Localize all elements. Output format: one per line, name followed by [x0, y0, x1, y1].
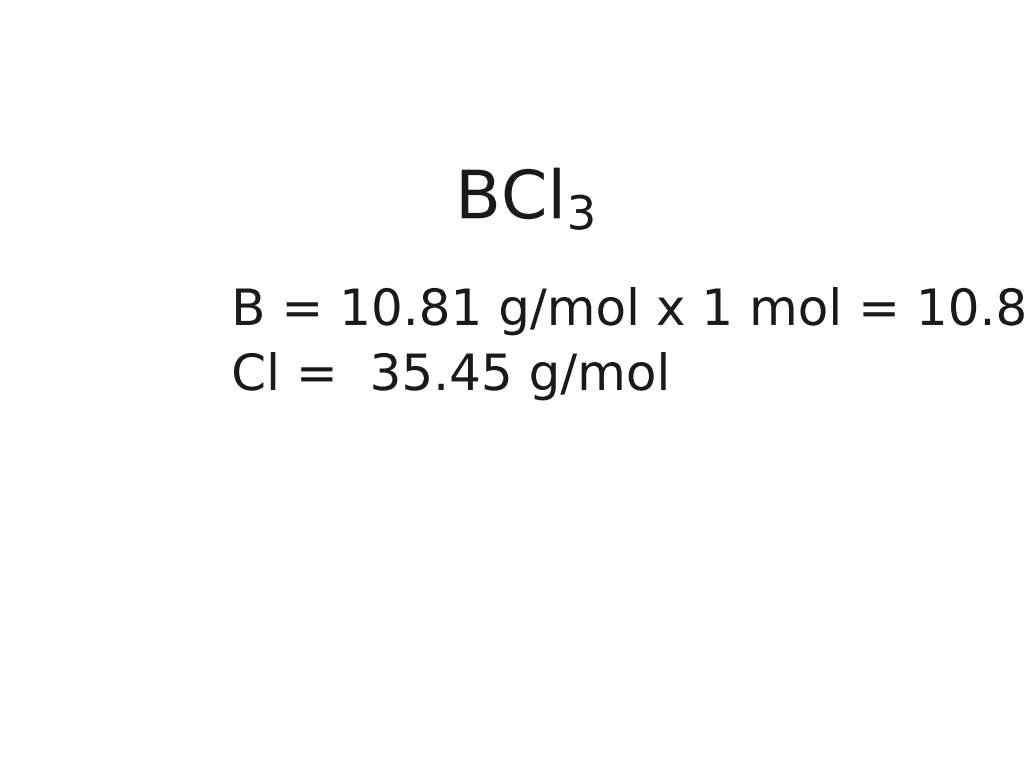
Text: B = 10.81 g/mol x 1 mol = 10.81: B = 10.81 g/mol x 1 mol = 10.81 [231, 287, 1024, 335]
Text: Cl =  35.45 g/mol: Cl = 35.45 g/mol [231, 352, 670, 400]
Text: $\mathregular{BCl_3}$: $\mathregular{BCl_3}$ [456, 165, 594, 232]
